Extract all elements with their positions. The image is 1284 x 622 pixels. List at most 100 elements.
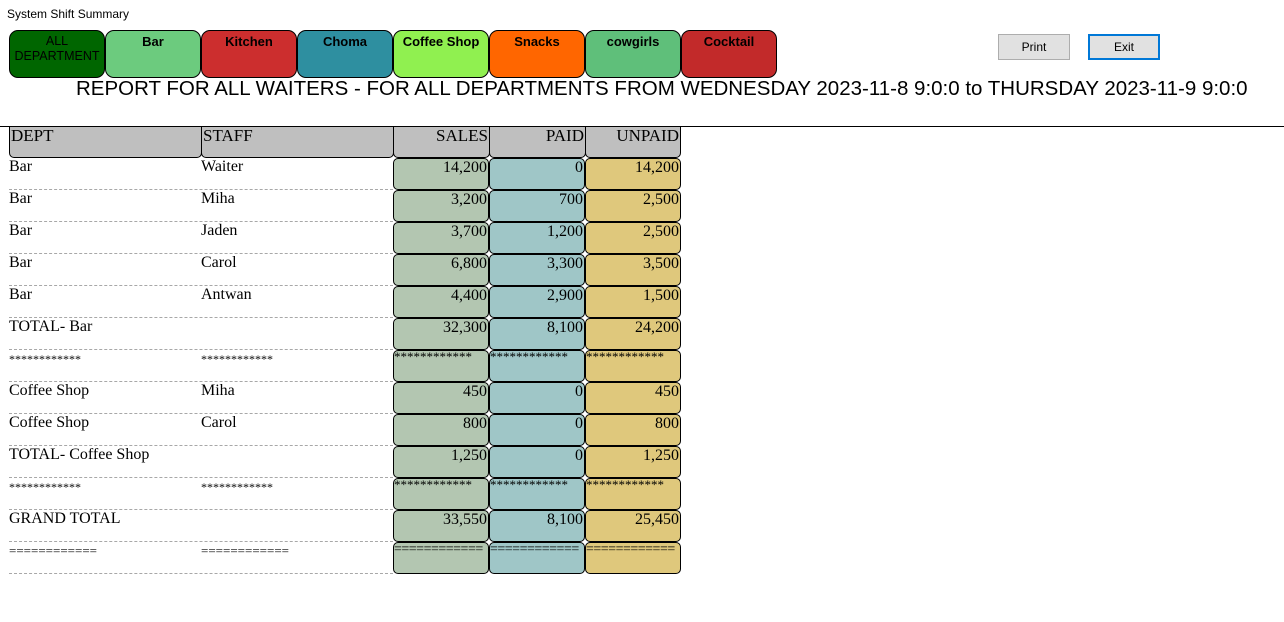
row-divider bbox=[9, 221, 393, 222]
dept-button-cocktail[interactable]: Cocktail bbox=[681, 30, 777, 78]
cell-staff: Carol bbox=[201, 414, 237, 431]
subtotal-row: TOTAL- Coffee Shop 1,250 0 1,250 bbox=[0, 446, 682, 478]
cell-staff: Miha bbox=[201, 382, 235, 399]
cell-unpaid: 25,450 bbox=[585, 510, 681, 542]
cell-paid: 0 bbox=[489, 446, 585, 478]
cell-sales: 4,400 bbox=[393, 286, 489, 318]
dept-button-label: Coffee Shop bbox=[402, 34, 480, 49]
cell-unpaid: ************ bbox=[585, 350, 681, 382]
col-header-unpaid: UNPAID bbox=[585, 126, 681, 158]
separator-row: ************ ************ ************ ****… bbox=[0, 350, 682, 382]
cell-paid: 3,300 bbox=[489, 254, 585, 286]
cell-dept: Coffee Shop bbox=[9, 414, 90, 431]
table-row: Bar Waiter 14,200 0 14,200 bbox=[0, 158, 682, 190]
cell-sales: 6,800 bbox=[393, 254, 489, 286]
cell-sales: 800 bbox=[393, 414, 489, 446]
cell-dept: Bar bbox=[9, 254, 33, 271]
row-divider bbox=[9, 477, 393, 478]
dept-button-label: Cocktail bbox=[703, 34, 755, 49]
cell-unpaid: 2,500 bbox=[585, 190, 681, 222]
cell-paid: ============ bbox=[489, 542, 585, 574]
subtotal-row: TOTAL- Bar 32,300 8,100 24,200 bbox=[0, 318, 682, 350]
row-divider bbox=[9, 541, 393, 542]
dept-button-label: Choma bbox=[322, 34, 368, 49]
cell-dept: GRAND TOTAL bbox=[9, 510, 121, 527]
row-divider bbox=[9, 253, 393, 254]
row-divider bbox=[9, 573, 393, 574]
cell-paid: 0 bbox=[489, 158, 585, 190]
cell-dept: TOTAL- Bar bbox=[9, 318, 93, 335]
col-header-paid: PAID bbox=[489, 126, 586, 158]
dept-button-bar[interactable]: Bar bbox=[105, 30, 201, 78]
cell-staff: ============ bbox=[201, 543, 289, 558]
dept-button-label: Bar bbox=[142, 34, 164, 49]
cell-sales: ============ bbox=[393, 542, 489, 574]
cell-unpaid: 3,500 bbox=[585, 254, 681, 286]
col-header-sales: SALES bbox=[393, 126, 490, 158]
cell-sales: 1,250 bbox=[393, 446, 489, 478]
cell-dept: Bar bbox=[9, 222, 33, 239]
cell-unpaid: ============ bbox=[585, 542, 681, 574]
cell-staff: Waiter bbox=[201, 158, 244, 175]
cell-paid: 2,900 bbox=[489, 286, 585, 318]
cell-sales: 450 bbox=[393, 382, 489, 414]
cell-unpaid: 14,200 bbox=[585, 158, 681, 190]
cell-unpaid: ************ bbox=[585, 478, 681, 510]
cell-dept: TOTAL- Coffee Shop bbox=[9, 446, 150, 463]
cell-sales: ************ bbox=[393, 478, 489, 510]
report-heading: REPORT FOR ALL WAITERS - FOR ALL DEPARTM… bbox=[76, 77, 1248, 100]
dept-button-label: cowgirls bbox=[606, 34, 660, 49]
cell-sales: 3,700 bbox=[393, 222, 489, 254]
table-row: Bar Antwan 4,400 2,900 1,500 bbox=[0, 286, 682, 318]
dept-button-choma[interactable]: Choma bbox=[297, 30, 393, 78]
table-row: Bar Miha 3,200 700 2,500 bbox=[0, 190, 682, 222]
cell-sales: 14,200 bbox=[393, 158, 489, 190]
row-divider bbox=[9, 381, 393, 382]
dept-button-label: ALL DEPARTMENT bbox=[14, 34, 100, 63]
dept-button-all[interactable]: ALL DEPARTMENT bbox=[9, 30, 105, 78]
dept-button-coffee-shop[interactable]: Coffee Shop bbox=[393, 30, 489, 78]
cell-paid: 0 bbox=[489, 414, 585, 446]
cell-dept: Bar bbox=[9, 286, 33, 303]
dept-button-kitchen[interactable]: Kitchen bbox=[201, 30, 297, 78]
table-row: Bar Carol 6,800 3,300 3,500 bbox=[0, 254, 682, 286]
cell-dept: ************ bbox=[9, 352, 81, 366]
cell-paid: ************ bbox=[489, 478, 585, 510]
cell-unpaid: 24,200 bbox=[585, 318, 681, 350]
cell-dept: Bar bbox=[9, 158, 33, 175]
dept-button-label: Snacks bbox=[514, 34, 560, 49]
cell-dept: Coffee Shop bbox=[9, 382, 90, 399]
col-header-dept: DEPT bbox=[9, 126, 202, 158]
row-divider bbox=[9, 189, 393, 190]
cell-paid: 0 bbox=[489, 382, 585, 414]
cell-staff: ************ bbox=[201, 480, 273, 494]
row-divider bbox=[9, 285, 393, 286]
dept-button-cowgirls[interactable]: cowgirls bbox=[585, 30, 681, 78]
cell-unpaid: 2,500 bbox=[585, 222, 681, 254]
row-divider bbox=[9, 445, 393, 446]
table-row: Bar Jaden 3,700 1,200 2,500 bbox=[0, 222, 682, 254]
exit-button[interactable]: Exit bbox=[1088, 34, 1160, 60]
cell-dept: Bar bbox=[9, 190, 33, 207]
cell-unpaid: 450 bbox=[585, 382, 681, 414]
cell-staff: Carol bbox=[201, 254, 237, 271]
cell-unpaid: 800 bbox=[585, 414, 681, 446]
separator-row: ============ ============ ============ ====… bbox=[0, 542, 682, 574]
cell-staff: Miha bbox=[201, 190, 235, 207]
cell-staff: ************ bbox=[201, 352, 273, 366]
window-title: System Shift Summary bbox=[7, 7, 130, 21]
dept-button-label: Kitchen bbox=[225, 34, 273, 49]
cell-paid: 1,200 bbox=[489, 222, 585, 254]
row-divider bbox=[9, 509, 393, 510]
cell-paid: ************ bbox=[489, 350, 585, 382]
cell-staff: Antwan bbox=[201, 286, 252, 303]
col-header-staff: STAFF bbox=[201, 126, 394, 158]
cell-staff: Jaden bbox=[201, 222, 238, 239]
row-divider bbox=[9, 349, 393, 350]
cell-dept: ************ bbox=[9, 480, 81, 494]
dept-button-snacks[interactable]: Snacks bbox=[489, 30, 585, 78]
print-button[interactable]: Print bbox=[998, 34, 1070, 60]
cell-sales: 32,300 bbox=[393, 318, 489, 350]
cell-dept: ============ bbox=[9, 543, 97, 558]
cell-paid: 8,100 bbox=[489, 318, 585, 350]
